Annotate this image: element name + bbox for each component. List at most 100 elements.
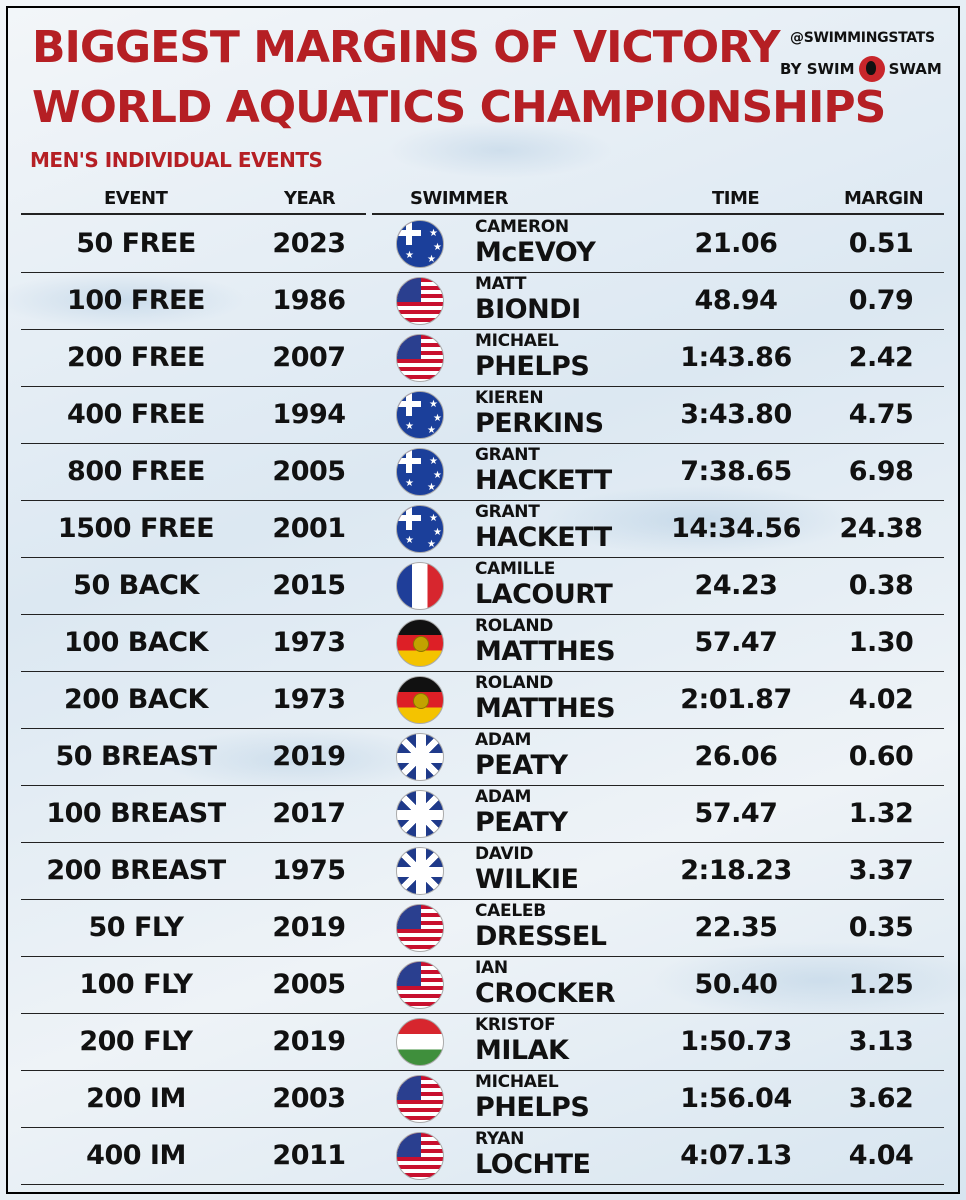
margin-cell: 1.25 [848, 969, 914, 1000]
margin-cell: 0.51 [848, 228, 914, 259]
usa-flag-icon [396, 334, 444, 382]
page-frame [6, 6, 960, 1194]
margin-cell: 1.32 [848, 798, 914, 829]
column-header-year: YEAR [284, 188, 336, 209]
table-row: 200 BREAST 1975 DAVID WILKIE 2:18.23 3.37 [21, 842, 944, 900]
time-cell: 4:07.13 [680, 1140, 792, 1171]
swimmer-last-name: PHELPS [475, 351, 590, 382]
usa-flag-icon [396, 277, 444, 325]
event-cell: 100 BACK [64, 627, 208, 658]
swimmer-last-name: DRESSEL [475, 921, 607, 952]
swimmer-last-name: LOCHTE [475, 1149, 591, 1180]
margin-cell: 2.42 [848, 342, 914, 373]
event-cell: 100 FLY [79, 969, 193, 1000]
hungary-flag-icon [396, 1018, 444, 1066]
time-cell: 1:50.73 [680, 1026, 792, 1057]
year-cell: 2005 [272, 456, 346, 487]
year-cell: 2023 [272, 228, 346, 259]
swimmer-first-name: ROLAND [475, 616, 554, 636]
time-cell: 14:34.56 [671, 513, 801, 544]
event-cell: 50 FLY [88, 912, 184, 943]
time-cell: 57.47 [694, 798, 778, 829]
swimmer-first-name: MICHAEL [475, 1072, 559, 1092]
margin-cell: 3.62 [848, 1083, 914, 1114]
east-germany-flag-icon [396, 676, 444, 724]
swimmer-last-name: PHELPS [475, 1092, 590, 1123]
time-cell: 57.47 [694, 627, 778, 658]
swimmer-first-name: MATT [475, 274, 527, 294]
year-cell: 2019 [272, 741, 346, 772]
margin-cell: 4.75 [848, 399, 914, 430]
australia-flag-icon: ★ ★ ★ ★ [396, 448, 444, 496]
time-cell: 48.94 [694, 285, 778, 316]
year-cell: 2015 [272, 570, 346, 601]
event-cell: 800 FREE [67, 456, 205, 487]
table-row: 100 FLY 2005 IAN CROCKER 50.40 1.25 [21, 956, 944, 1014]
table-row: 200 FREE 2007 MICHAEL PHELPS 1:43.86 2.42 [21, 329, 944, 387]
great-britain-flag-icon [396, 847, 444, 895]
time-cell: 1:43.86 [680, 342, 792, 373]
margin-cell: 3.13 [848, 1026, 914, 1057]
swimmer-first-name: GRANT [475, 445, 540, 465]
swimmer-first-name: ADAM [475, 787, 532, 807]
event-cell: 200 BREAST [46, 855, 226, 886]
swimmer-last-name: PERKINS [475, 408, 604, 439]
swimswam-logo-icon [858, 56, 885, 82]
time-cell: 2:01.87 [680, 684, 792, 715]
time-cell: 22.35 [694, 912, 778, 943]
year-cell: 2019 [272, 1026, 346, 1057]
time-cell: 24.23 [694, 570, 778, 601]
time-cell: 3:43.80 [680, 399, 792, 430]
usa-flag-icon [396, 904, 444, 952]
time-cell: 7:38.65 [680, 456, 792, 487]
margin-cell: 0.35 [848, 912, 914, 943]
margin-cell: 4.02 [848, 684, 914, 715]
swimmer-first-name: MICHAEL [475, 331, 559, 351]
swimmer-last-name: HACKETT [475, 465, 612, 496]
event-cell: 200 FREE [67, 342, 205, 373]
year-cell: 2011 [272, 1140, 346, 1171]
header-divider-left [21, 213, 366, 215]
table-row: 200 FLY 2019 KRISTOF MILAK 1:50.73 3.13 [21, 1013, 944, 1071]
table-row: 200 BACK 1973 ROLAND MATTHES 2:01.87 4.02 [21, 671, 944, 729]
swimmer-last-name: CROCKER [475, 978, 616, 1009]
margin-cell: 4.04 [848, 1140, 914, 1171]
swimmer-last-name: MATTHES [475, 693, 616, 724]
year-cell: 2001 [272, 513, 346, 544]
swimmer-last-name: PEATY [475, 750, 568, 781]
time-cell: 1:56.04 [680, 1083, 792, 1114]
event-cell: 50 BACK [73, 570, 199, 601]
swimmer-first-name: GRANT [475, 502, 540, 522]
margin-cell: 0.38 [848, 570, 914, 601]
event-cell: 100 FREE [67, 285, 205, 316]
table-row: 800 FREE 2005 ★ ★ ★ ★ GRANT HACKETT 7:38.65 6.98 [21, 443, 944, 501]
great-britain-flag-icon [396, 790, 444, 838]
time-cell: 21.06 [694, 228, 778, 259]
swimmer-last-name: HACKETT [475, 522, 612, 553]
swimmer-first-name: DAVID [475, 844, 534, 864]
brand-by: BY SWIM [780, 60, 855, 78]
time-cell: 26.06 [694, 741, 778, 772]
column-header-swimmer: SWIMMER [410, 188, 509, 209]
swimmer-first-name: CAELEB [475, 901, 546, 921]
year-cell: 1975 [272, 855, 346, 886]
margin-cell: 0.79 [848, 285, 914, 316]
brand-credit: BY SWIM SWAM [780, 56, 942, 82]
year-cell: 2005 [272, 969, 346, 1000]
swimmer-first-name: CAMERON [475, 217, 569, 237]
swimmer-last-name: WILKIE [475, 864, 579, 895]
margin-cell: 3.37 [848, 855, 914, 886]
swimmer-first-name: RYAN [475, 1129, 525, 1149]
swimmer-first-name: CAMILLE [475, 559, 556, 579]
event-cell: 200 FLY [79, 1026, 193, 1057]
title-line-1: BIGGEST MARGINS OF VICTORY [32, 22, 781, 73]
year-cell: 1994 [272, 399, 346, 430]
time-cell: 50.40 [694, 969, 778, 1000]
margin-cell: 24.38 [839, 513, 923, 544]
event-cell: 400 FREE [67, 399, 205, 430]
subtitle: MEN'S INDIVIDUAL EVENTS [30, 148, 323, 172]
header-divider-right [372, 213, 944, 215]
swimmer-last-name: MATTHES [475, 636, 616, 667]
table-row: 50 BREAST 2019 ADAM PEATY 26.06 0.60 [21, 728, 944, 786]
swimmer-last-name: LACOURT [475, 579, 613, 610]
